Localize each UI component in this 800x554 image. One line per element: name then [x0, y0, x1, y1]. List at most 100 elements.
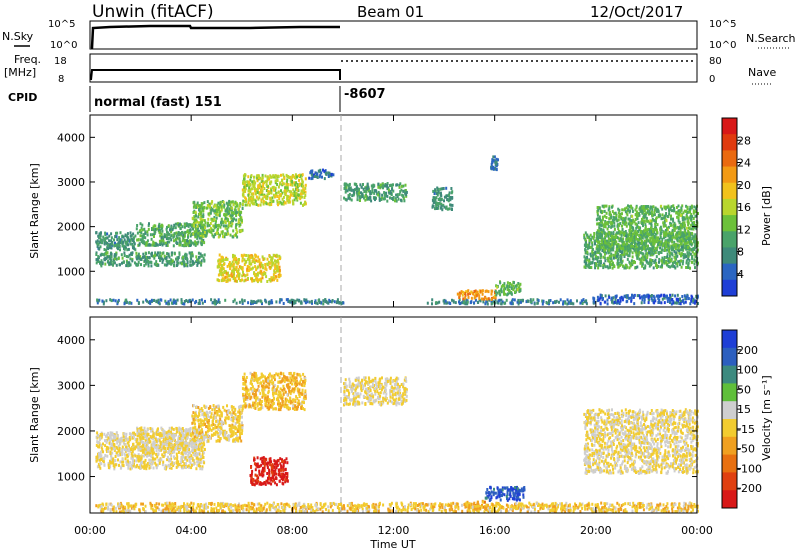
power-cell — [159, 243, 162, 246]
power-cell — [604, 294, 607, 298]
power-cell — [225, 201, 228, 205]
power-ytick-label: 4000 — [57, 131, 85, 144]
power-cell — [116, 243, 119, 247]
power-cell — [159, 259, 161, 262]
power-cell — [604, 265, 607, 269]
power-cell — [619, 222, 622, 225]
power-cell — [607, 244, 610, 248]
velocity-cell — [127, 466, 130, 470]
velocity-cell — [100, 443, 102, 447]
power-cell — [475, 294, 478, 298]
power-cell — [226, 210, 229, 214]
power-cell — [585, 261, 588, 265]
power-cell — [313, 173, 315, 177]
power-cell — [145, 252, 148, 256]
power-cell — [487, 290, 490, 294]
power-cell — [127, 243, 129, 247]
power-cell — [211, 200, 214, 204]
power-cell — [199, 223, 201, 227]
power-cell — [323, 177, 326, 181]
power-cell — [251, 266, 254, 270]
power-cell — [646, 228, 649, 232]
power-cell — [338, 301, 341, 305]
power-cell — [612, 301, 615, 305]
power-cell — [220, 217, 223, 221]
power-cell — [490, 292, 493, 296]
power-cell — [673, 206, 675, 210]
power-cell — [595, 262, 598, 266]
velocity-cell — [95, 435, 98, 439]
power-cell — [404, 189, 407, 192]
velocity-cell — [114, 438, 117, 442]
power-cell — [108, 255, 111, 259]
power-cell — [474, 289, 477, 293]
power-cell — [675, 297, 678, 301]
power-cell — [350, 198, 353, 202]
power-cell — [680, 206, 683, 210]
power-cell — [605, 216, 608, 219]
power-cell — [295, 196, 297, 200]
power-cell — [405, 193, 408, 197]
power-cell — [671, 293, 674, 297]
power-cell — [293, 181, 296, 185]
power-cell — [246, 257, 249, 261]
power-cell — [243, 185, 246, 189]
power-cell — [197, 212, 200, 216]
power-cell — [509, 291, 511, 295]
power-cell — [256, 273, 259, 277]
power-cell — [304, 190, 307, 194]
power-cell — [280, 202, 283, 206]
power-cell — [176, 256, 179, 260]
power-cell — [365, 189, 367, 193]
power-cell — [541, 302, 544, 306]
power-cell — [274, 271, 277, 275]
power-cell — [402, 189, 405, 193]
power-cell — [627, 236, 630, 240]
power-cell — [682, 259, 685, 263]
power-cell — [235, 218, 238, 222]
power-cell — [617, 243, 620, 246]
power-cell — [588, 238, 591, 242]
power-cell — [246, 265, 249, 268]
power-cell — [279, 181, 282, 185]
power-cell — [273, 188, 275, 192]
power-cell — [156, 253, 159, 257]
power-cell — [264, 265, 267, 269]
power-cell — [124, 298, 127, 302]
power-cell — [668, 254, 671, 258]
power-cell — [200, 263, 203, 267]
power-cell — [590, 238, 592, 242]
power-cell — [662, 224, 665, 228]
power-cell — [370, 184, 373, 188]
power-cell — [147, 227, 150, 231]
power-cell — [151, 243, 154, 247]
power-cell — [444, 299, 447, 303]
power-cell — [295, 181, 298, 185]
power-cell — [232, 300, 235, 304]
power-cell — [225, 270, 227, 274]
power-cell — [675, 251, 678, 255]
power-cell — [616, 244, 619, 248]
power-cell — [358, 187, 360, 191]
power-cell — [219, 200, 222, 204]
power-cell — [271, 200, 274, 204]
velocity-cell — [164, 452, 166, 456]
velocity-cell — [100, 454, 103, 458]
power-cell — [314, 301, 317, 305]
power-cell — [662, 221, 665, 225]
power-cell — [271, 175, 274, 179]
power-cell — [253, 272, 256, 276]
power-cell — [184, 253, 186, 257]
power-cell — [511, 302, 514, 306]
power-cell — [260, 263, 263, 267]
power-cell — [278, 193, 281, 197]
power-cell — [268, 265, 271, 269]
freq-panel: Freq. [MHz] 18 8 80 0 Nave — [4, 53, 776, 85]
power-cell — [603, 214, 606, 218]
power-cell — [200, 298, 203, 302]
power-cell — [124, 246, 127, 250]
power-cell — [269, 279, 272, 283]
velocity-cell — [120, 436, 123, 440]
velocity-cell — [95, 458, 98, 462]
power-cell — [289, 183, 292, 187]
